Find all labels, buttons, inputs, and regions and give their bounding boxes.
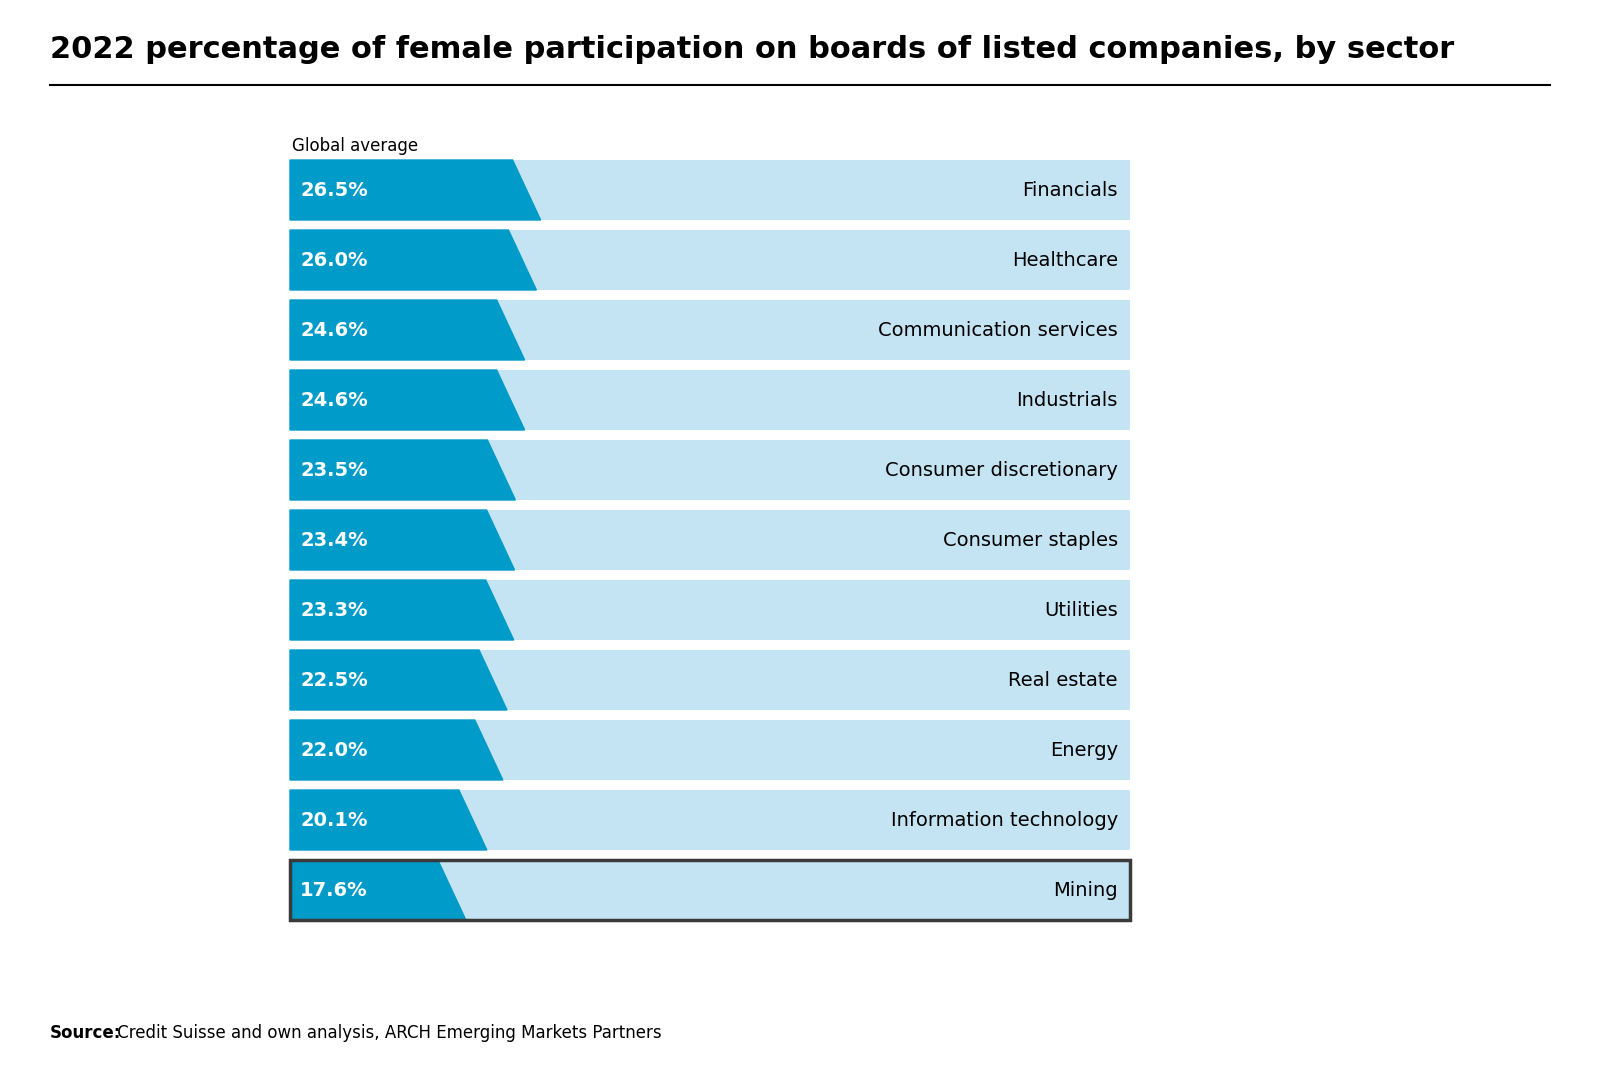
Text: Communication services: Communication services (878, 320, 1118, 339)
Text: 22.5%: 22.5% (301, 670, 368, 690)
Text: Consumer staples: Consumer staples (942, 531, 1118, 549)
Text: Consumer discretionary: Consumer discretionary (885, 460, 1118, 480)
Polygon shape (290, 300, 525, 360)
Polygon shape (290, 650, 507, 710)
Polygon shape (290, 160, 541, 220)
Text: Healthcare: Healthcare (1011, 251, 1118, 269)
Polygon shape (290, 580, 514, 640)
Polygon shape (290, 510, 515, 570)
Text: 17.6%: 17.6% (301, 881, 368, 899)
Text: Information technology: Information technology (891, 811, 1118, 829)
Text: Global average: Global average (291, 137, 418, 155)
Polygon shape (290, 440, 515, 500)
Text: 26.5%: 26.5% (301, 181, 368, 199)
Bar (290, 860, 1130, 920)
Bar (290, 440, 1130, 500)
Text: Real estate: Real estate (1008, 670, 1118, 690)
Text: Source:: Source: (50, 1024, 122, 1042)
Bar (290, 510, 1130, 570)
Polygon shape (290, 790, 486, 850)
Polygon shape (290, 720, 502, 780)
Text: Financials: Financials (1022, 181, 1118, 199)
Polygon shape (290, 230, 536, 290)
Bar (290, 580, 1130, 640)
Bar (290, 160, 1130, 220)
Text: Utilities: Utilities (1045, 601, 1118, 619)
Polygon shape (290, 860, 466, 920)
Text: 24.6%: 24.6% (301, 320, 368, 339)
Text: 23.5%: 23.5% (301, 460, 368, 480)
Text: Industrials: Industrials (1016, 390, 1118, 410)
Text: 23.4%: 23.4% (301, 531, 368, 549)
Bar (290, 650, 1130, 710)
Text: Energy: Energy (1050, 740, 1118, 760)
Polygon shape (290, 370, 525, 429)
Bar (290, 720, 1130, 780)
Bar (290, 370, 1130, 429)
Text: 2022 percentage of female participation on boards of listed companies, by sector: 2022 percentage of female participation … (50, 35, 1454, 64)
Text: 22.0%: 22.0% (301, 740, 368, 760)
Text: 23.3%: 23.3% (301, 601, 368, 619)
Bar (290, 230, 1130, 290)
Bar (290, 860, 1130, 920)
Text: 24.6%: 24.6% (301, 390, 368, 410)
Text: 26.0%: 26.0% (301, 251, 368, 269)
Bar (290, 790, 1130, 850)
Text: 20.1%: 20.1% (301, 811, 368, 829)
Text: Credit Suisse and own analysis, ARCH Emerging Markets Partners: Credit Suisse and own analysis, ARCH Eme… (112, 1024, 662, 1042)
Text: Mining: Mining (1053, 881, 1118, 899)
Bar (290, 300, 1130, 360)
